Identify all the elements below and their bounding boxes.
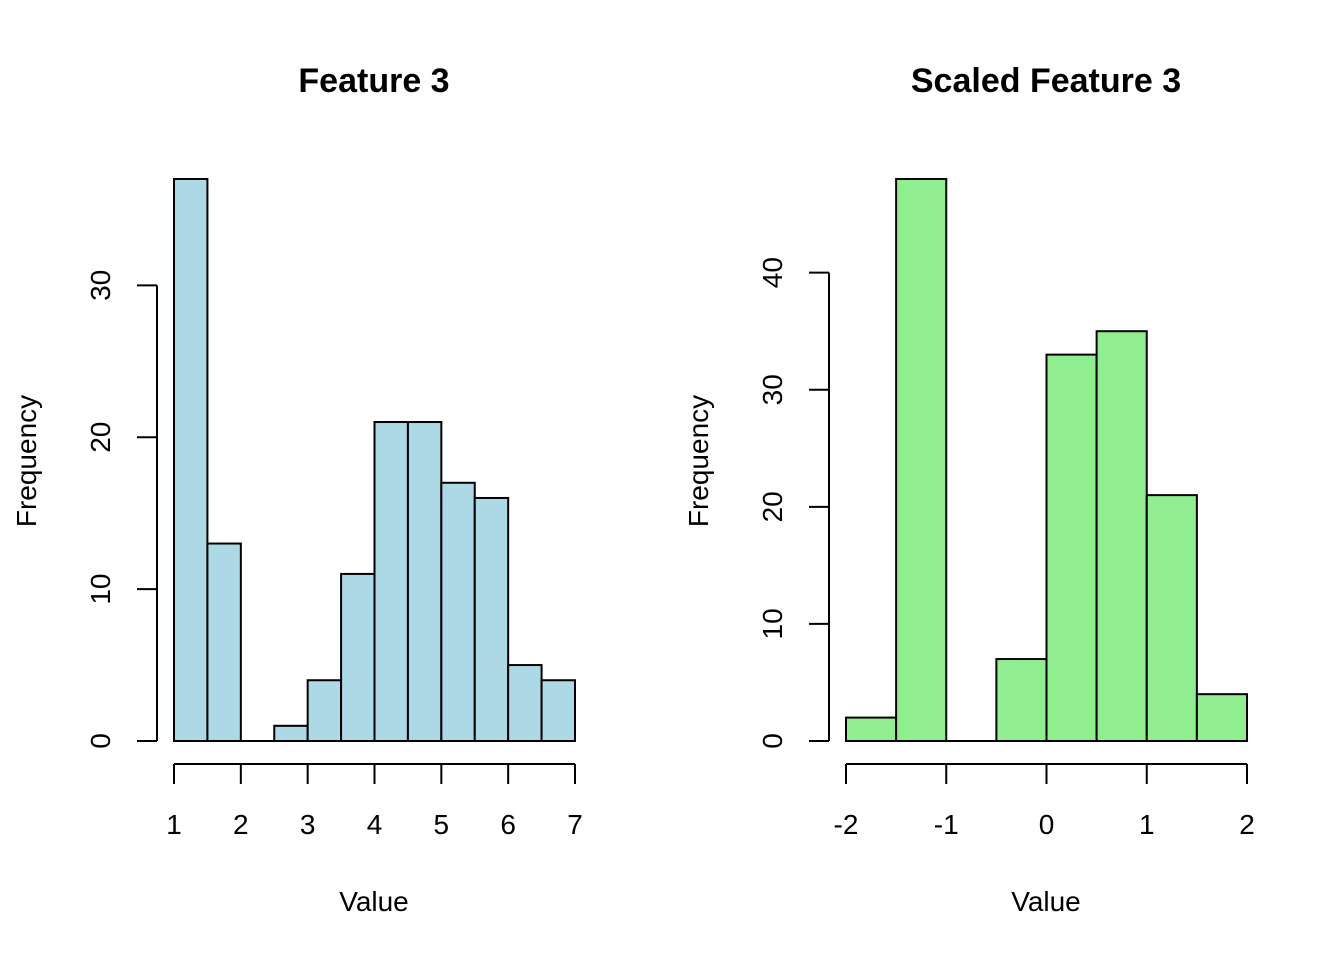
x-axis: -2 -1 0 1 2 [834, 763, 1255, 840]
histogram-bar [1095, 330, 1148, 742]
feature-3-histogram: Feature 3 Value Frequency 1 2 3 4 5 6 7 0 10 20 3… [11, 62, 583, 917]
y-tick-label: 0 [757, 733, 788, 749]
y-axis-label: Frequency [683, 395, 714, 527]
chart-title: Feature 3 [298, 62, 449, 100]
y-tick-label: 10 [757, 608, 788, 639]
histogram-bar [373, 421, 409, 742]
histogram-bar [1045, 353, 1098, 742]
x-tick-label: 1 [1139, 809, 1155, 840]
histogram-bar [406, 421, 443, 742]
histogram-bar [845, 716, 898, 742]
x-tick-label: 6 [500, 809, 516, 840]
histogram-bar [473, 496, 510, 742]
histogram-bar [507, 664, 543, 743]
histogram-bar [440, 481, 476, 742]
histogram-bar [995, 658, 1048, 743]
x-tick-label: -2 [834, 809, 859, 840]
y-tick-label: 20 [85, 422, 116, 453]
chart-title: Scaled Feature 3 [911, 62, 1181, 100]
x-tick-label: 2 [233, 809, 249, 840]
x-tick-label: 7 [567, 809, 583, 840]
histogram-bar [1145, 494, 1198, 742]
x-tick-label: -1 [934, 809, 959, 840]
histogram-bar [206, 542, 242, 742]
histogram-bar [540, 679, 576, 742]
x-axis-label: Value [1011, 886, 1081, 917]
y-tick-label: 40 [757, 257, 788, 288]
scaled-feature-3-histogram: Scaled Feature 3 Value Frequency -2 -1 0 1 2… [683, 62, 1255, 917]
x-tick-label: 1 [166, 809, 182, 840]
y-tick-label: 0 [85, 733, 116, 749]
histogram-bar [895, 178, 948, 742]
histogram-bar [1195, 693, 1248, 743]
histogram-bar [173, 178, 209, 742]
histogram-bar [306, 679, 343, 742]
x-tick-label: 0 [1039, 809, 1055, 840]
y-axis: 0 10 20 30 40 [757, 257, 830, 749]
y-tick-label: 20 [757, 491, 788, 522]
x-axis-label: Value [339, 886, 409, 917]
bars [845, 178, 1248, 743]
y-tick-label: 30 [757, 374, 788, 405]
y-tick-label: 30 [85, 270, 116, 301]
histogram-bar [340, 572, 376, 743]
x-tick-label: 2 [1239, 809, 1255, 840]
x-tick-label: 3 [300, 809, 316, 840]
y-tick-label: 10 [85, 574, 116, 605]
y-axis: 0 10 20 30 [85, 270, 158, 749]
histogram-bar [273, 724, 309, 742]
bars [173, 178, 576, 743]
x-tick-label: 4 [367, 809, 383, 840]
x-tick-label: 5 [434, 809, 450, 840]
x-axis: 1 2 3 4 5 6 7 [166, 763, 583, 840]
y-axis-label: Frequency [11, 395, 42, 527]
